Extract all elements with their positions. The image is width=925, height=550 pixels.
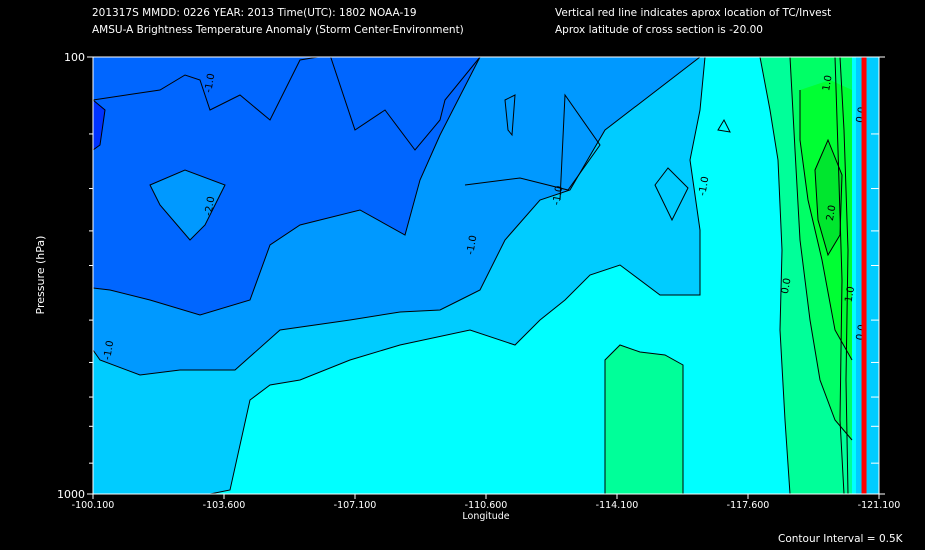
contour-line-storm-dense-1 (839, 57, 849, 494)
contour-line-upper-island (717, 118, 731, 133)
contour-label: -2.0 (203, 196, 217, 217)
header-red-line-note: Vertical red line indicates aprox locati… (555, 7, 832, 19)
y-axis-ticks: 100 1000 (57, 51, 885, 501)
field-lower-warm-tongue (605, 345, 683, 494)
x-tick-label: -121.100 (858, 500, 901, 511)
header-latitude-note: Aprox latitude of cross section is -20.0… (555, 24, 763, 36)
contour-label: 0.0 (780, 277, 794, 295)
contour-label: -1.0 (203, 73, 217, 94)
contour-line-plus0p5 (789, 57, 853, 441)
contour-line-lower-warm (604, 344, 684, 494)
contour-label: 1.0 (844, 286, 858, 304)
contour-line-minus1p5 (93, 57, 701, 376)
y-tick-label: 1000 (57, 488, 85, 501)
y-axis-label: Pressure (hPa) (34, 236, 47, 315)
contour-line-small-loop (504, 94, 516, 137)
x-tick-label: -114.100 (596, 500, 639, 511)
contour-label: -1.0 (102, 340, 116, 361)
contour-line-minus1 (209, 57, 706, 494)
x-tick-label: -100.100 (72, 500, 115, 511)
contour-line-mid-island (654, 167, 689, 222)
header-storm-info: 201317S MMDD: 0226 YEAR: 2013 Time(UTC):… (92, 7, 417, 19)
contour-line-mid-loop (464, 93, 601, 201)
x-tick-label: -107.100 (334, 500, 377, 511)
x-axis-ticks: -100.100 -103.600 -107.100 -110.600 -114.100… (72, 494, 901, 511)
contour-label: 1.0 (821, 74, 835, 92)
header-product-title: AMSU-A Brightness Temperature Anomaly (S… (92, 24, 464, 36)
contour-line-upper-wiggle (93, 57, 481, 151)
x-tick-label: -103.600 (203, 500, 246, 511)
contour-lines (93, 57, 853, 494)
contour-line-storm-dense-2 (834, 57, 845, 494)
contour-interval-note: Contour Interval = 0.5K (778, 533, 903, 545)
field-level-minus2 (93, 57, 480, 315)
contour-line-upper-cold (93, 99, 106, 151)
contour-labels: -1.0-2.0-1.0-1.0-1.0-1.00.01.02.01.00.00… (102, 73, 868, 361)
x-tick-label: -110.600 (465, 500, 508, 511)
y-tick-label: 100 (64, 51, 85, 64)
field-level-plus2 (815, 140, 842, 255)
contour-line-zero (759, 57, 791, 494)
contour-label: -1.0 (465, 235, 479, 256)
x-tick-label: -117.600 (727, 500, 770, 511)
contour-line-plus1 (799, 90, 853, 361)
contour-line-plus1p5 (814, 138, 843, 257)
contour-line-minus2 (93, 57, 481, 316)
contour-line-cold-core (149, 169, 226, 241)
contour-label: 2.0 (825, 204, 839, 222)
contour-label: -1.0 (551, 185, 565, 206)
field-level-minus2p5 (93, 100, 105, 150)
contour-fill-layer (93, 57, 879, 494)
contour-label: -1.0 (697, 176, 711, 197)
x-axis-label: Longitude (462, 511, 509, 522)
